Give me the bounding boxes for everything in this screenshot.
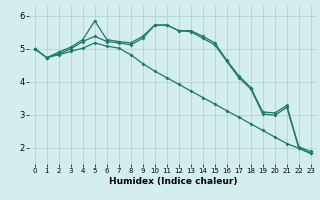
X-axis label: Humidex (Indice chaleur): Humidex (Indice chaleur) bbox=[108, 177, 237, 186]
